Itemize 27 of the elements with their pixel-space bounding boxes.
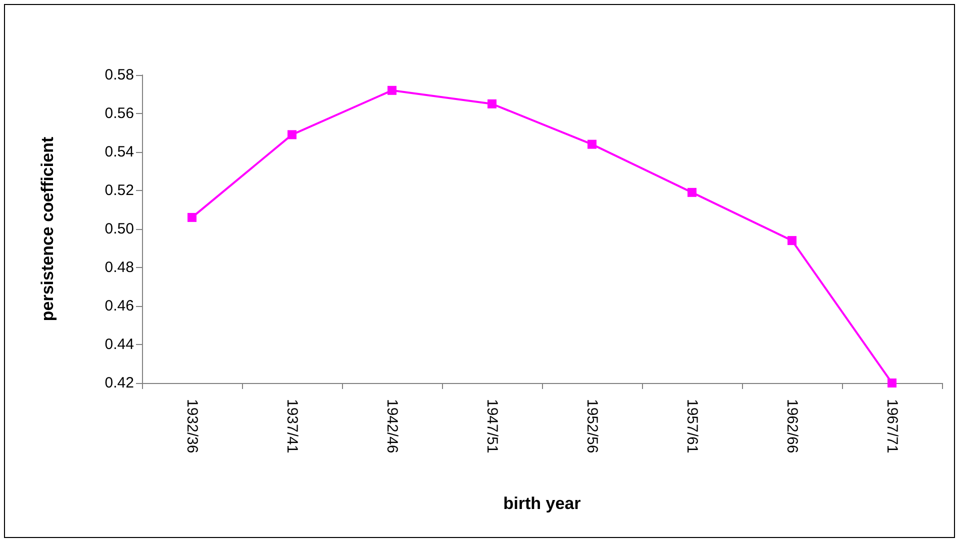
point [388,86,396,95]
point [288,130,296,140]
x-axis-title: birth year [503,494,582,513]
y-tick-label: 0.46 [104,298,134,314]
x-tick-label: 1952/56 [584,399,600,454]
x-tick-label: 1937/41 [284,399,300,454]
y-tick-label: 0.54 [104,144,134,160]
x-tick-label: 1942/46 [384,399,400,454]
y-axis-title: persistence coefficient [38,136,57,322]
y-tick-label: 0.58 [104,66,134,84]
x-tick-label: 1932/36 [184,399,200,454]
y-tick-label: 0.50 [104,220,134,238]
x-tick-label: 1957/61 [684,399,700,454]
point [188,212,196,222]
x-tick-label: 1962/66 [784,399,800,454]
y-tick-label: 0.56 [104,105,134,122]
point [488,99,496,108]
point [688,188,696,197]
y-tick-label: 0.42 [104,374,134,392]
x-tick-label: 1947/51 [484,399,500,454]
x-tick-label: 1967/71 [884,399,900,454]
point [588,140,596,149]
y-tick-label: 0.48 [104,259,134,276]
point [888,378,896,388]
point [788,236,796,246]
y-tick-label: 0.52 [104,182,134,199]
y-tick-label: 0.44 [104,336,134,353]
